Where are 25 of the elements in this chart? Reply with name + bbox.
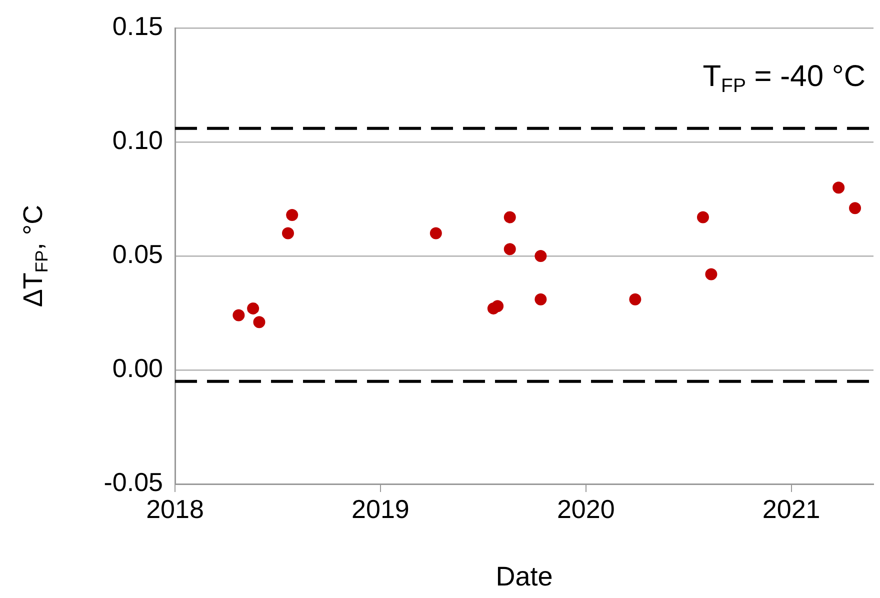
point [534, 250, 547, 262]
point [430, 227, 442, 240]
y-tick-label: 0.15 [112, 11, 163, 42]
point [629, 293, 642, 306]
point [705, 268, 718, 280]
x-axis-title: Date [496, 561, 553, 592]
x-tick-label: 2019 [352, 494, 410, 524]
y-tick-label: 0.00 [112, 353, 163, 384]
x-tick-label: 2021 [762, 494, 820, 524]
point [504, 243, 516, 256]
point [492, 300, 504, 312]
x-tick-label: 2020 [556, 494, 615, 524]
y-tick-label: 0.10 [112, 125, 163, 156]
point [849, 202, 862, 214]
y-tick-label: 0.05 [112, 239, 163, 270]
point [696, 211, 709, 224]
y-axis-title: ΔTFP, °C [18, 204, 52, 308]
point [253, 316, 266, 328]
point [232, 309, 245, 322]
point [534, 293, 547, 306]
point [247, 302, 260, 314]
point [832, 182, 845, 194]
point [286, 208, 298, 221]
point [504, 211, 516, 224]
point [282, 227, 294, 240]
